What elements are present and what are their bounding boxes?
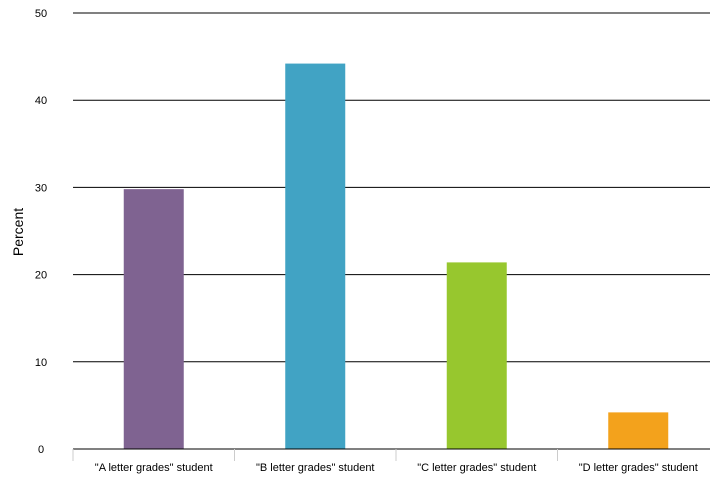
y-tick-label: 30 <box>35 182 47 194</box>
bar-a-grades <box>123 189 184 450</box>
y-tick-label: 0 <box>38 444 44 456</box>
bar-d-grades <box>608 412 669 449</box>
bars <box>123 63 669 450</box>
y-tick-label: 50 <box>35 8 47 20</box>
x-axis-ticks <box>72 449 558 461</box>
x-tick-label: "D letter grades" student <box>579 462 698 474</box>
x-tick-label: "B letter grades" student <box>256 462 375 474</box>
x-tick-label: "C letter grades" student <box>417 462 536 474</box>
y-tick-label: 10 <box>35 357 47 369</box>
x-tick-label: "A letter grades" student <box>95 462 213 474</box>
bar-c-grades <box>446 262 507 449</box>
bar-b-grades <box>285 63 346 450</box>
y-axis-tick-labels: 0 10 20 30 40 50 <box>35 8 47 456</box>
y-tick-label: 20 <box>35 270 47 282</box>
y-tick-label: 40 <box>35 95 47 107</box>
y-axis-title: Percent <box>10 208 26 256</box>
x-axis-tick-labels: "A letter grades" student "B letter grade… <box>95 462 698 474</box>
